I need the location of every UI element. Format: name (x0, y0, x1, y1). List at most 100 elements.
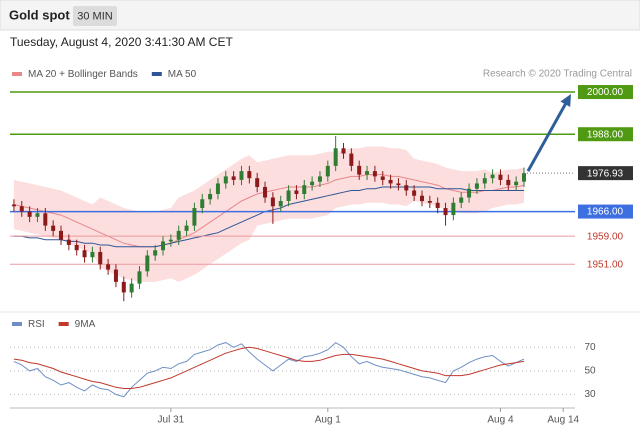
level-tag (578, 204, 633, 219)
level-label: 1988.00 (587, 129, 624, 140)
level-label: 2000.00 (587, 87, 624, 98)
y-tick-label: 50 (584, 365, 596, 376)
candle-body (239, 171, 244, 180)
candle-body (506, 179, 511, 186)
level-label: 1966.00 (587, 207, 624, 218)
candle-body (200, 199, 205, 209)
candle-body (325, 165, 330, 177)
candle-body (59, 230, 64, 240)
candle-body (215, 183, 220, 194)
candle-body (27, 211, 32, 217)
ma-line (13, 174, 525, 248)
x-tick-label: Aug 4 (487, 415, 514, 426)
timeframe-button[interactable] (73, 6, 117, 26)
bollinger-band (13, 146, 525, 282)
candle-body (514, 181, 519, 186)
candle-body (145, 255, 150, 272)
candle-body (192, 208, 197, 226)
candle-body (365, 171, 370, 175)
timeframe-label[interactable]: 30 MIN (77, 10, 113, 22)
ma-line (13, 186, 524, 248)
candle-body (137, 271, 142, 284)
candle-body (129, 283, 134, 293)
candle-body (43, 213, 48, 226)
candle-body (443, 208, 448, 216)
legend-label: 9MA (75, 319, 96, 330)
source: Research © 2020 Trading Central (483, 69, 632, 80)
target-arrow (526, 100, 569, 172)
title: Gold spot (9, 7, 70, 22)
candle-body (412, 190, 417, 196)
candle-body (419, 195, 424, 202)
candle-body (231, 176, 236, 180)
candle-body (153, 250, 158, 256)
candle-body (349, 153, 354, 166)
legend-label: MA 50 (168, 69, 197, 80)
last-price-label: 1976.93 (587, 168, 624, 179)
candle-body (357, 165, 362, 175)
candle-body (121, 281, 126, 293)
candle-body (286, 190, 291, 202)
legend-swatch (12, 322, 22, 326)
candle-body (341, 148, 346, 154)
candle-body (255, 178, 260, 187)
candle-body (82, 250, 87, 258)
rsi-line (13, 346, 525, 389)
candle-body (521, 173, 526, 182)
candle-body (474, 183, 479, 189)
rsi-line (13, 341, 525, 398)
candle-body (74, 244, 79, 251)
candle-body (482, 178, 487, 184)
target-arrow-head (560, 94, 571, 107)
x-tick-label: Jul 31 (158, 415, 185, 426)
candle-body (396, 183, 401, 186)
candle-body (270, 197, 275, 207)
candle-body (380, 176, 385, 180)
candle-body (106, 264, 111, 270)
candle-body (278, 201, 283, 207)
candle-body (113, 269, 118, 282)
candle-body (317, 176, 322, 182)
level-tag (578, 127, 633, 142)
candle-body (263, 186, 268, 198)
candle-body (435, 202, 440, 209)
candle-body (98, 251, 103, 265)
x-tick-label: Aug 14 (547, 415, 579, 426)
y-tick-label: 30 (584, 389, 596, 400)
timestamp: Tuesday, August 4, 2020 3:41:30 AM CET (10, 35, 233, 49)
candle-body (176, 230, 181, 240)
candle-body (208, 193, 213, 200)
candle-body (223, 176, 228, 184)
candle-body (388, 179, 393, 184)
legend-swatch (58, 322, 69, 326)
candle-body (11, 204, 16, 207)
candle-body (51, 225, 56, 231)
legend-swatch (12, 72, 22, 76)
candle-body (372, 171, 377, 177)
candle-body (184, 225, 189, 231)
candle-body (404, 185, 409, 191)
candle-body (294, 190, 299, 194)
candle-body (498, 174, 503, 180)
candle-body (451, 202, 456, 216)
candle-body (247, 171, 252, 179)
candle-body (459, 197, 464, 203)
y-tick-label: 70 (584, 342, 596, 353)
candle-body (467, 188, 472, 198)
candle-body (490, 174, 495, 179)
level-label: 1951.00 (587, 259, 624, 270)
candle-body (90, 251, 95, 258)
candle-body (427, 201, 432, 203)
legend-label: RSI (28, 319, 45, 330)
candle-body (19, 206, 24, 212)
candle-body (333, 148, 338, 166)
candle-body (302, 185, 307, 194)
legend-label: MA 20 + Bollinger Bands (28, 69, 138, 80)
candle-body (168, 239, 173, 242)
candle-body (161, 241, 166, 251)
legend-swatch (151, 72, 162, 76)
candle-body (310, 181, 315, 186)
level-tag (578, 85, 633, 100)
level-label: 1959.00 (587, 231, 624, 242)
